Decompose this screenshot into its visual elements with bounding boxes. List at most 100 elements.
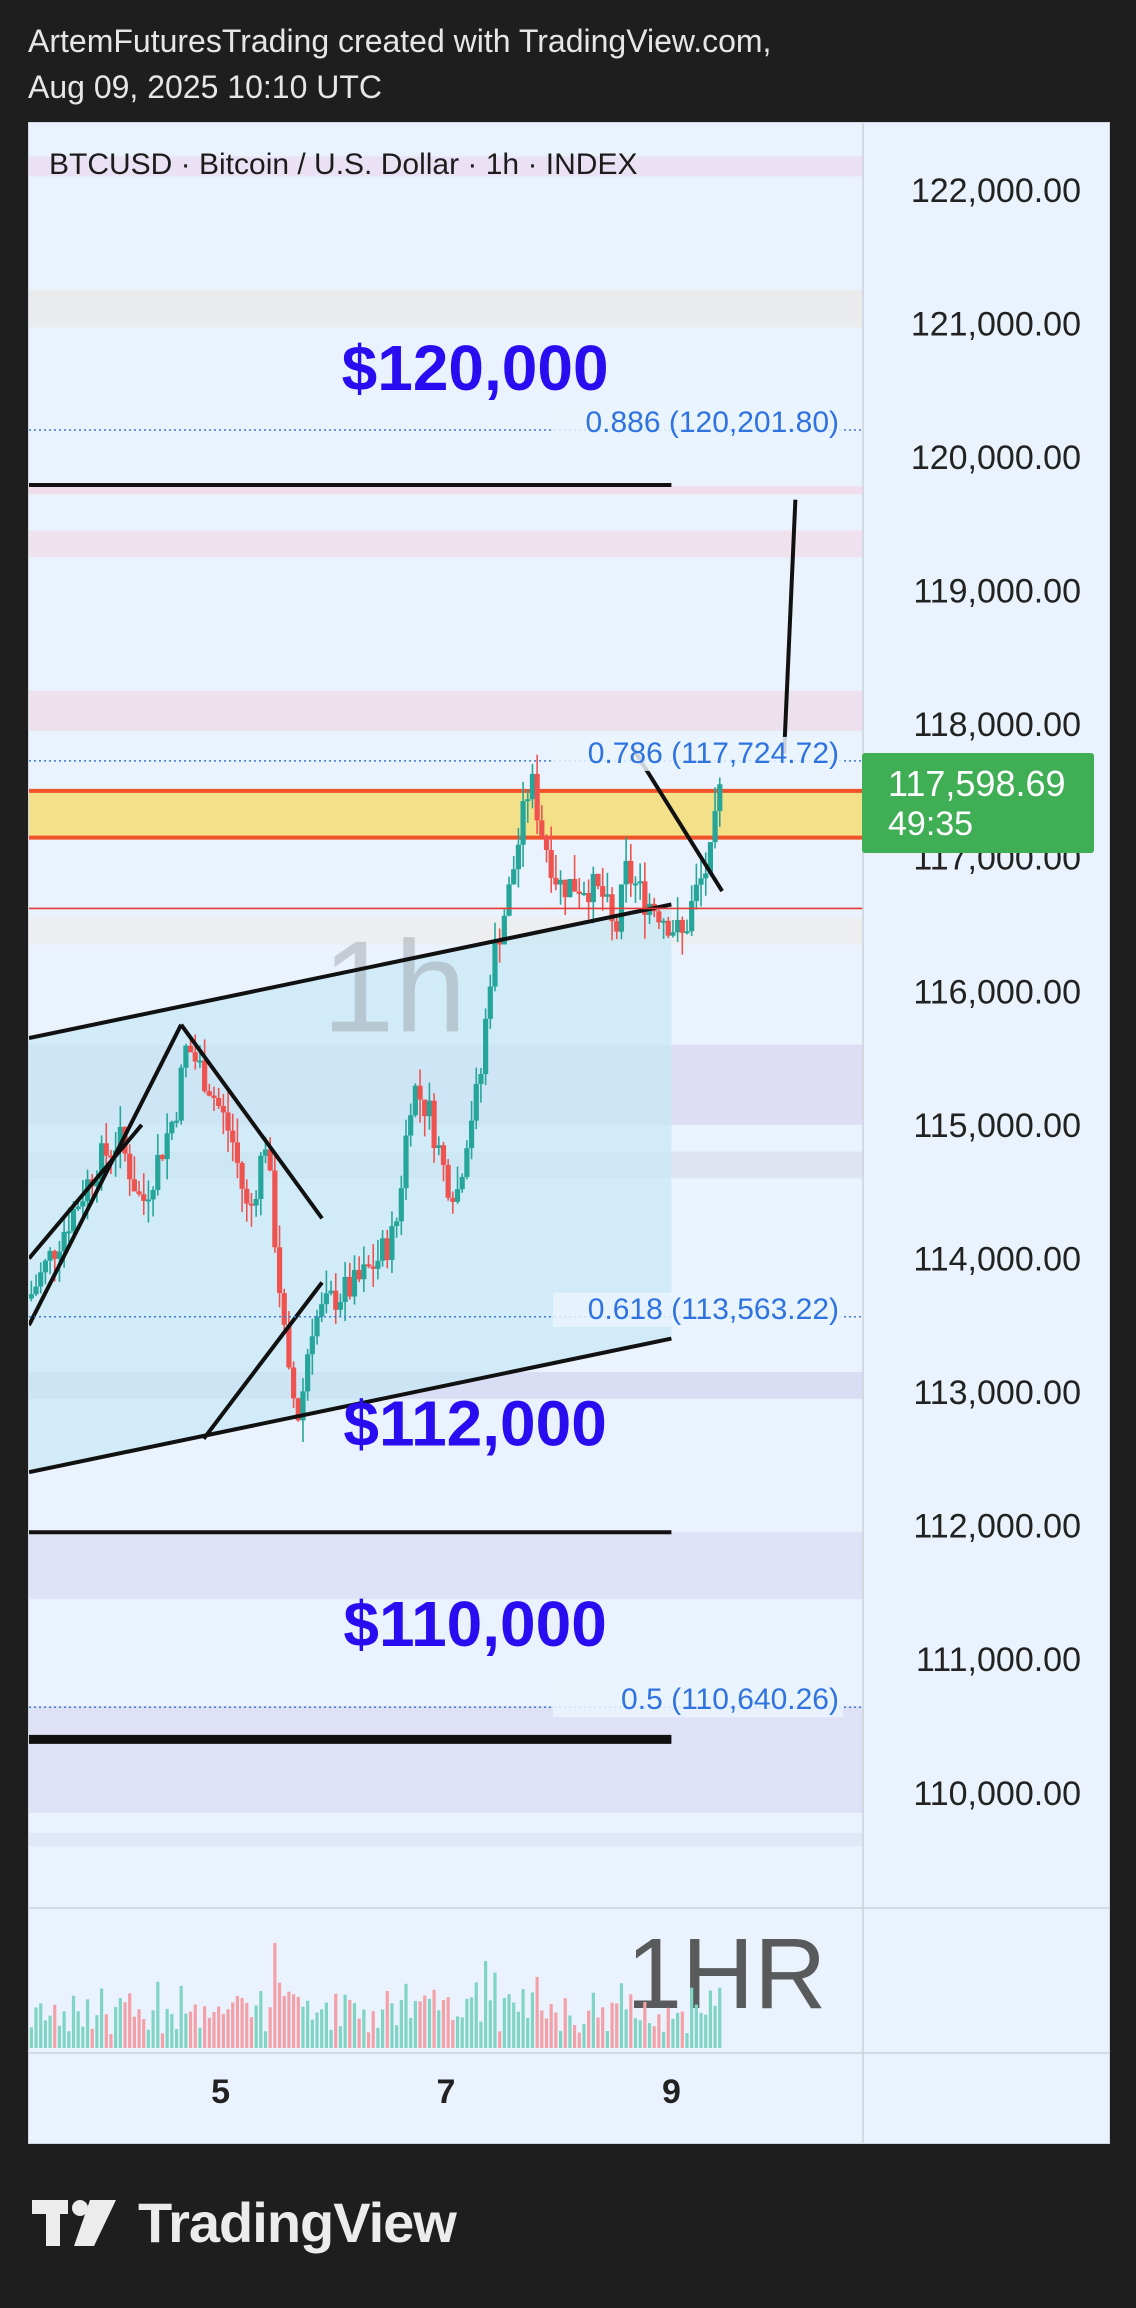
candle-body [169, 1121, 175, 1134]
candle-body [487, 986, 493, 1019]
fib-level-label: 0.886 (120,201.80) [553, 405, 843, 440]
volume-bar [568, 2015, 572, 2048]
tradingview-logo-icon [32, 2199, 116, 2246]
trend-line [29, 1123, 144, 1260]
candle-body [628, 860, 634, 884]
trend-line [29, 1336, 672, 1475]
volume-bar [619, 1983, 624, 2048]
fib-label-text: 0.886 (120,201.80) [585, 406, 839, 439]
volume-bar [638, 2020, 642, 2048]
volume-bar [198, 2027, 202, 2048]
volume-bar [48, 2015, 52, 2048]
time-tick-label: 9 [662, 2073, 681, 2111]
volume-bar [254, 2005, 258, 2048]
candle-body [379, 1238, 386, 1261]
candle-body [679, 920, 685, 933]
volume-bar [212, 2011, 216, 2048]
fib-label-bg [553, 1292, 843, 1327]
bar-countdown: 49:35 [888, 805, 974, 844]
volume-bar [301, 2006, 305, 2048]
candle-body [595, 873, 601, 887]
candle-body [637, 881, 643, 884]
volume-bar [666, 2007, 670, 2048]
candle-body [412, 1085, 418, 1116]
volume-bar [296, 1996, 300, 2048]
price-zone [29, 1705, 863, 1813]
volume-bar [493, 1972, 497, 2048]
candle-body [38, 1272, 44, 1287]
candle-body [314, 1316, 320, 1337]
volume-bar [95, 2015, 99, 2048]
price-chart[interactable]: 1h 0.886 (120,201.80) 0.786 (117,724.72) 0.… [29, 123, 1109, 2143]
chart-frame[interactable]: 1h 0.886 (120,201.80) 0.786 (117,724.72) 0.… [28, 122, 1110, 2144]
candle-body [216, 1097, 222, 1106]
candle-body [42, 1260, 48, 1273]
candle-body [581, 892, 587, 895]
volume-bar [446, 1997, 450, 2048]
volume-bar [249, 2017, 254, 2048]
volume-bar [676, 2012, 680, 2048]
volume-bar [99, 1988, 104, 2048]
candle-body [98, 1143, 105, 1181]
volume-bar [629, 1994, 633, 2048]
volume-bar [643, 2001, 647, 2048]
candle-body [656, 911, 662, 923]
candle-body [660, 920, 667, 923]
volume-bar [465, 1998, 469, 2048]
timestamp-line: Aug 09, 2025 10:10 UTC [28, 69, 383, 105]
volume-bar [591, 1992, 595, 2048]
candle-body [197, 1060, 203, 1063]
candle-body [689, 901, 695, 932]
candle-body [436, 1145, 442, 1148]
volume-bar [193, 2004, 197, 2048]
volume-bar [530, 1992, 535, 2048]
volume-bar [427, 1998, 432, 2048]
candle-body [108, 1155, 114, 1158]
candle-body [66, 1231, 72, 1234]
candle-body [94, 1180, 100, 1187]
candle-body [389, 1226, 395, 1260]
candle-body [520, 801, 526, 845]
candle-body [604, 894, 610, 897]
volume-bar [329, 2029, 333, 2048]
volume-bar [385, 1991, 389, 2048]
candle-body [515, 844, 522, 870]
price-tick-label: 120,000.00 [911, 439, 1081, 477]
candle-body [253, 1199, 259, 1206]
candle-body [576, 891, 582, 894]
price-tick-label: 112,000.00 [913, 1508, 1081, 1546]
fib-level-label: 0.5 (110,640.26) [553, 1683, 843, 1718]
candle-body [70, 1208, 77, 1232]
candle-body [351, 1269, 358, 1297]
volume-bar [558, 2030, 563, 2048]
volume-bar [469, 1997, 474, 2048]
trend-line [202, 1281, 324, 1440]
volume-bar [188, 2011, 193, 2048]
candle-body [202, 1060, 208, 1092]
candle-body [403, 1135, 409, 1189]
volume-bar [418, 2001, 422, 2048]
chart-title: BTCUSD · Bitcoin / U.S. Dollar · 1h · IN… [49, 148, 637, 181]
candle-body [529, 773, 536, 800]
price-tick-label: 113,000.00 [913, 1374, 1081, 1412]
volume-bar [104, 2014, 108, 2048]
price-zone [29, 690, 863, 731]
candle-body [478, 1074, 484, 1084]
volume-bar [334, 1993, 338, 2048]
candle-body [557, 879, 564, 885]
volume-bar [34, 2007, 38, 2048]
candle-body [473, 1083, 479, 1121]
volume-bar [390, 2003, 394, 2048]
volume-bar [277, 1982, 282, 2048]
volume-bar [165, 2008, 169, 2048]
price-zone [29, 530, 863, 558]
volume-bar [601, 2007, 605, 2048]
tradingview-logo[interactable]: TradingView [32, 2190, 457, 2255]
volume-bar [516, 2011, 521, 2048]
volume-bar [535, 1976, 539, 2048]
volume-bar [184, 2013, 188, 2048]
trend-line [179, 1023, 324, 1220]
candle-body [56, 1251, 63, 1259]
volume-bar [694, 2004, 698, 2048]
candle-body [670, 932, 676, 936]
